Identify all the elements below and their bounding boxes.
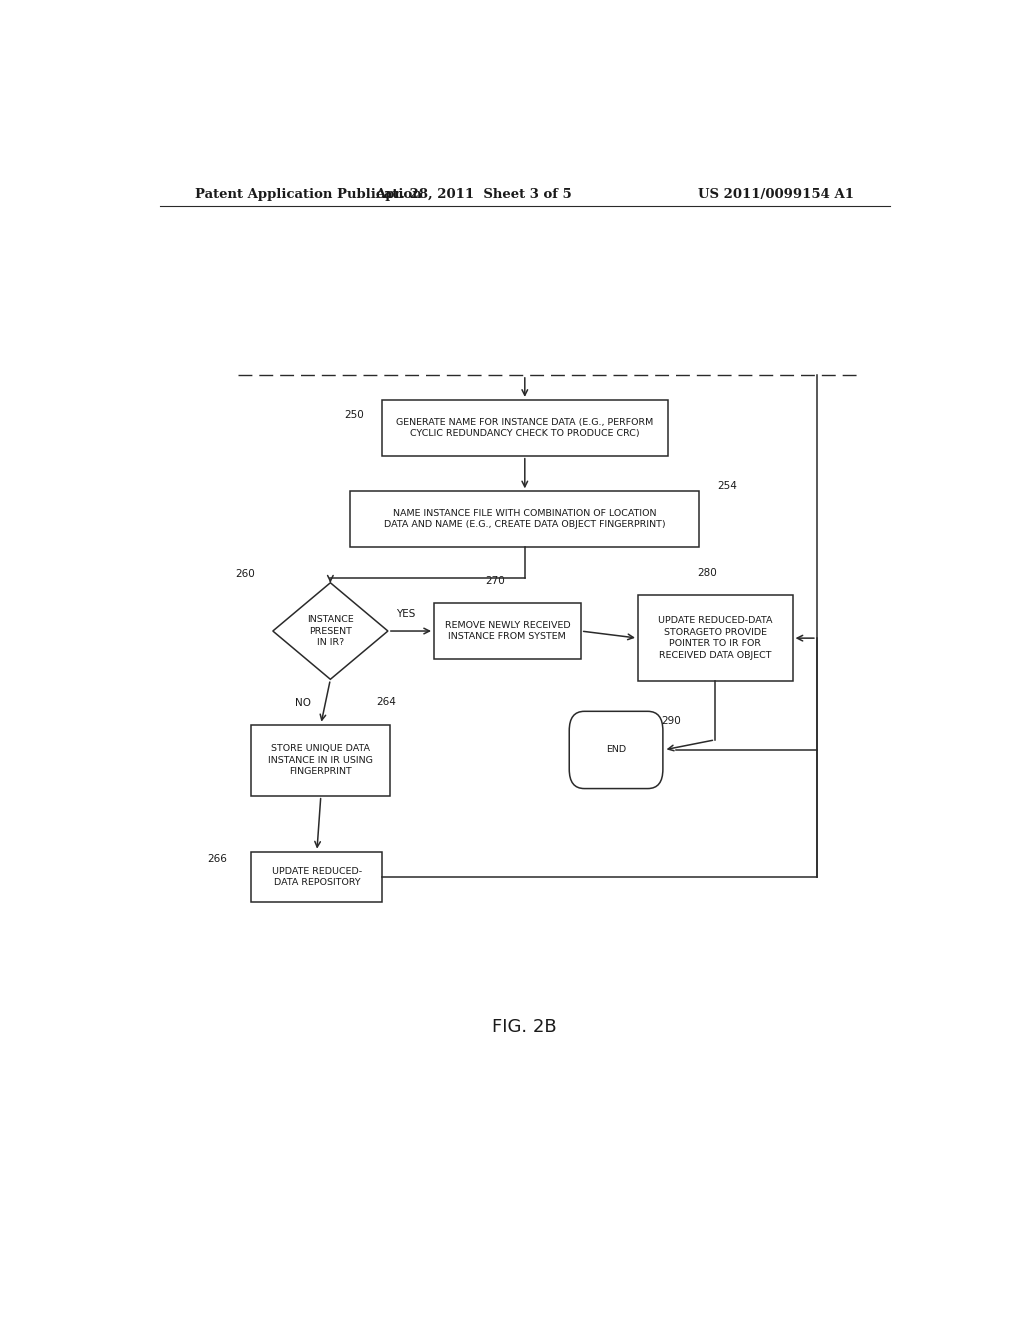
Text: 264: 264 [377,697,396,708]
FancyBboxPatch shape [350,491,699,548]
Text: GENERATE NAME FOR INSTANCE DATA (E.G., PERFORM
CYCLIC REDUNDANCY CHECK TO PRODUC: GENERATE NAME FOR INSTANCE DATA (E.G., P… [396,417,653,438]
Text: UPDATE REDUCED-
DATA REPOSITORY: UPDATE REDUCED- DATA REPOSITORY [271,867,361,887]
Text: YES: YES [396,609,415,619]
Text: US 2011/0099154 A1: US 2011/0099154 A1 [698,189,854,202]
FancyBboxPatch shape [569,711,663,788]
Text: 270: 270 [485,576,505,586]
Text: NO: NO [295,697,310,708]
FancyBboxPatch shape [434,603,581,659]
Text: REMOVE NEWLY RECEIVED
INSTANCE FROM SYSTEM: REMOVE NEWLY RECEIVED INSTANCE FROM SYST… [444,620,570,642]
Text: UPDATE REDUCED-DATA
STORAGETO PROVIDE
POINTER TO IR FOR
RECEIVED DATA OBJECT: UPDATE REDUCED-DATA STORAGETO PROVIDE PO… [658,616,772,660]
Text: Patent Application Publication: Patent Application Publication [196,189,422,202]
FancyBboxPatch shape [382,400,668,455]
Text: Apr. 28, 2011  Sheet 3 of 5: Apr. 28, 2011 Sheet 3 of 5 [375,189,571,202]
FancyBboxPatch shape [252,725,390,796]
Text: 260: 260 [236,569,255,579]
Text: FIG. 2B: FIG. 2B [493,1019,557,1036]
Text: INSTANCE
PRESENT
IN IR?: INSTANCE PRESENT IN IR? [307,615,353,647]
Text: 290: 290 [662,717,682,726]
Text: 250: 250 [344,409,365,420]
Text: 254: 254 [717,480,737,491]
Polygon shape [272,582,388,680]
Text: 266: 266 [207,854,227,863]
Text: NAME INSTANCE FILE WITH COMBINATION OF LOCATION
DATA AND NAME (E.G., CREATE DATA: NAME INSTANCE FILE WITH COMBINATION OF L… [384,510,666,529]
Text: END: END [606,746,626,755]
Text: 280: 280 [697,568,717,578]
FancyBboxPatch shape [638,595,793,681]
FancyBboxPatch shape [252,851,382,903]
Text: STORE UNIQUE DATA
INSTANCE IN IR USING
FINGERPRINT: STORE UNIQUE DATA INSTANCE IN IR USING F… [268,744,374,776]
